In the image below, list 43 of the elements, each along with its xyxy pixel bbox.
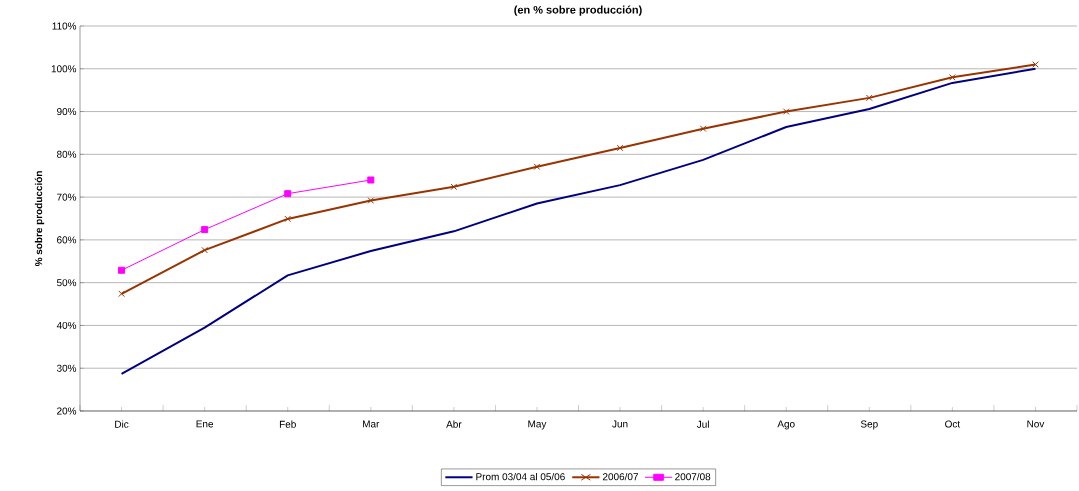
x-tick-label: Feb <box>279 420 296 428</box>
y-tick-label: 110% <box>52 22 77 30</box>
y-tick-label: 90% <box>57 108 77 116</box>
point <box>616 144 624 152</box>
chart-subtitle: (en % sobre producción) <box>514 5 642 16</box>
y-tick-label: 20% <box>57 407 77 415</box>
point <box>284 215 292 223</box>
y-tick-label: 30% <box>56 364 77 372</box>
point <box>865 94 873 102</box>
line-series <box>120 67 1037 375</box>
x-tick-label: Abr <box>446 420 462 428</box>
x-tick-label: Jul <box>696 420 709 428</box>
point <box>367 176 375 184</box>
point <box>284 190 292 198</box>
point <box>533 163 541 171</box>
y-axis-title: % sobre producción <box>34 171 45 267</box>
point <box>367 197 375 204</box>
legend-label: Prom 03/04 al 05/06 <box>476 472 565 481</box>
point <box>782 108 790 115</box>
point <box>118 266 126 274</box>
x-tick-label: Ene <box>196 420 214 428</box>
point <box>118 290 125 298</box>
x-tick-label: Ago <box>777 420 795 430</box>
y-tick-label: 80% <box>56 150 77 158</box>
point <box>450 183 458 191</box>
x-tick-label: May <box>528 420 547 430</box>
x-tick-label: Sep <box>860 420 878 430</box>
point <box>699 125 707 132</box>
point <box>201 226 209 234</box>
point <box>949 74 956 81</box>
x-tick-label: Dic <box>115 420 129 428</box>
x-tick-label: Oct <box>945 420 961 428</box>
x-tick-label: Jun <box>612 420 628 428</box>
x-tick-label: Nov <box>1027 420 1045 428</box>
y-tick-label: 100% <box>51 65 77 73</box>
y-tick-label: 70% <box>57 193 77 201</box>
x-tick-label: Mar <box>363 420 380 428</box>
y-tick-label: 40% <box>56 321 77 329</box>
y-tick-label: 60% <box>57 236 77 244</box>
point <box>201 246 208 254</box>
legend-label: 2006/07 <box>602 472 638 481</box>
legend-label: 2007/08 <box>675 472 711 481</box>
y-tick-label: 50% <box>56 279 77 287</box>
